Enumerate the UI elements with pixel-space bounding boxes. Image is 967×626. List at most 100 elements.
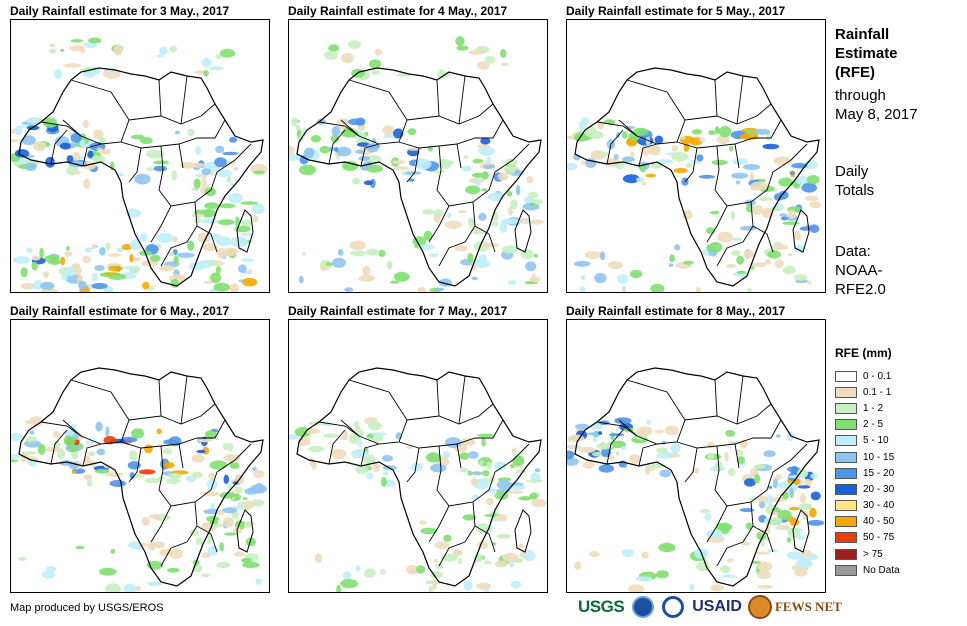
rainfall-cell <box>70 39 84 43</box>
rainfall-cell <box>194 70 206 75</box>
rainfall-cell <box>368 59 382 69</box>
rainfall-cell <box>86 478 93 487</box>
rainfall-cell <box>142 281 150 290</box>
africa-map-svg <box>567 67 821 292</box>
country-border <box>360 443 380 467</box>
rainfall-cell <box>45 156 55 168</box>
rainfall-cell <box>635 576 653 582</box>
rainfall-cell <box>153 541 165 549</box>
rainfall-cell <box>797 535 806 541</box>
rainfall-cell <box>201 175 207 187</box>
rainfall-cell <box>786 551 802 560</box>
rainfall-cell <box>233 551 246 557</box>
title-line: Estimate <box>835 45 898 62</box>
rainfall-cell <box>224 532 238 536</box>
country-border <box>178 443 184 469</box>
rainfall-cell <box>240 201 259 205</box>
rainfall-cell <box>207 533 213 545</box>
country-border <box>456 143 462 169</box>
rainfall-cell <box>21 451 37 455</box>
rainfall-cell <box>434 287 445 291</box>
country-border <box>638 143 658 167</box>
madagascar-outline <box>792 209 810 253</box>
rainfall-cell <box>628 454 641 464</box>
rainfall-cell <box>200 218 218 224</box>
rainfall-cell <box>654 429 665 434</box>
rainfall-cell <box>415 158 432 170</box>
rainfall-cell <box>731 237 743 241</box>
rainfall-cell <box>608 455 615 461</box>
rainfall-cell <box>255 578 262 585</box>
rainfall-cell <box>531 272 536 283</box>
rainfall-cell <box>518 496 532 501</box>
rainfall-cell <box>732 158 748 165</box>
rainfall-cell <box>195 174 204 178</box>
rainfall-cell <box>743 249 755 259</box>
country-border <box>606 129 624 165</box>
rainfall-cell <box>495 513 508 522</box>
rainfall-cell <box>215 54 222 59</box>
rainfall-cell <box>223 247 238 257</box>
fews-net-logo: FEWS NET <box>774 599 842 614</box>
rainfall-cell <box>144 477 162 484</box>
rainfall-cell <box>84 137 89 144</box>
rainfall-cell <box>467 451 479 459</box>
rainfall-cell <box>621 548 635 557</box>
rainfall-cell <box>648 145 661 156</box>
rainfall-cell <box>574 132 590 142</box>
rainfall-cell <box>794 230 801 241</box>
rainfall-cell <box>289 145 295 156</box>
rainfall-cell <box>91 273 99 282</box>
rainfall-cell <box>221 507 238 514</box>
rainfall-cell <box>193 178 201 189</box>
rainfall-cell <box>32 280 43 290</box>
country-border <box>752 525 774 553</box>
rainfall-cell <box>241 557 252 563</box>
rainfall-cell <box>366 143 379 153</box>
country-border <box>406 447 420 483</box>
country-border <box>158 79 162 117</box>
rainfall-cell <box>85 439 94 445</box>
rainfall-cell <box>391 160 406 165</box>
rainfall-cell <box>325 262 333 267</box>
panel-title: Daily Rainfall estimate for 3 May., 2017 <box>10 4 230 18</box>
panel-title: Daily Rainfall estimate for 6 May., 2017 <box>10 304 230 318</box>
rainfall-cell <box>230 236 249 248</box>
rainfall-cell <box>103 436 117 445</box>
rainfall-cell <box>77 280 87 290</box>
country-border <box>406 147 420 183</box>
rainfall-cell <box>656 570 669 579</box>
rainfall-cell <box>198 438 213 443</box>
rainfall-cell <box>289 153 301 161</box>
legend-title: RFE (mm) <box>835 346 892 360</box>
rainfall-cell <box>620 446 627 450</box>
country-border <box>158 145 218 207</box>
rainfall-cell <box>365 248 380 256</box>
rainfall-cell <box>772 478 778 489</box>
rainfall-cell <box>37 443 46 455</box>
rainfall-cell <box>229 182 235 186</box>
rainfall-cell <box>471 494 480 500</box>
rainfall-cell <box>355 565 361 572</box>
agency-logos: USGS USAID FEWS NET <box>578 594 842 620</box>
rainfall-cell <box>408 178 415 182</box>
rainfall-cell <box>467 253 474 263</box>
africa-coastline <box>296 367 542 587</box>
rainfall-cell <box>219 492 236 499</box>
rainfall-cell <box>470 471 483 476</box>
rainfall-cell <box>166 477 181 485</box>
legend-item: 0.1 - 1 <box>835 384 960 400</box>
rainfall-cell <box>768 485 773 489</box>
title-line: Rainfall <box>835 26 890 43</box>
rainfall-cell <box>219 48 236 58</box>
rainfall-cell <box>372 462 380 473</box>
rainfall-cell <box>12 256 30 264</box>
rainfall-cell <box>83 474 93 480</box>
rainfall-cell <box>787 466 800 473</box>
rainfall-cell <box>235 216 240 228</box>
rainfall-cell <box>531 498 547 508</box>
rainfall-cell <box>573 260 591 267</box>
rainfall-cell <box>494 461 507 471</box>
rfe-legend: RFE (mm) 0 - 0.1 0.1 - 1 1 - 2 2 - 5 5 - 10 1… <box>835 346 960 578</box>
rainfall-cell <box>720 574 737 578</box>
